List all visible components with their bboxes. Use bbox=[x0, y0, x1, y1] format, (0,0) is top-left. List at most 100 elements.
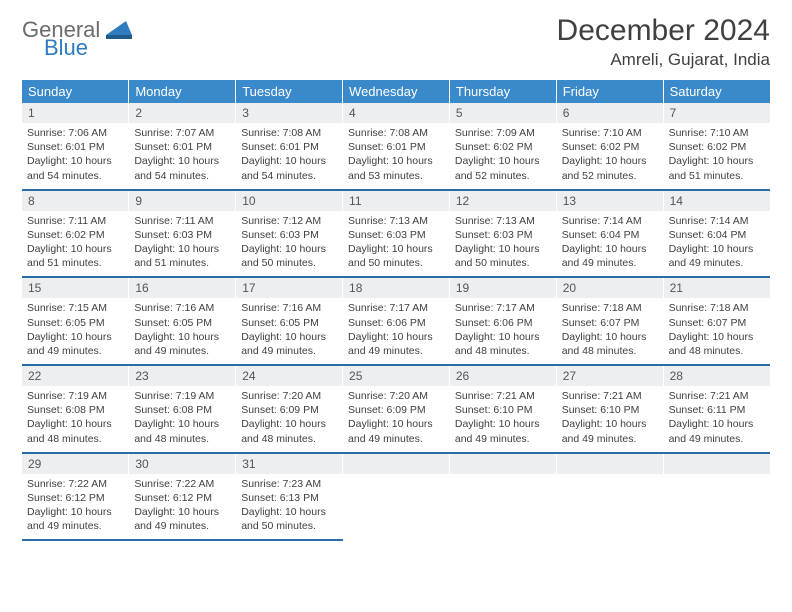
day-number: 5 bbox=[450, 103, 556, 123]
sunset-line: Sunset: 6:06 PM bbox=[455, 316, 551, 330]
sunrise-line: Sunrise: 7:06 AM bbox=[27, 126, 123, 140]
sunset-line: Sunset: 6:02 PM bbox=[562, 140, 658, 154]
day-number: 20 bbox=[557, 278, 663, 298]
sunset-line: Sunset: 6:12 PM bbox=[27, 491, 123, 505]
weekday-header-row: Sunday Monday Tuesday Wednesday Thursday… bbox=[22, 80, 770, 103]
sunrise-line: Sunrise: 7:14 AM bbox=[669, 214, 765, 228]
day-number: 25 bbox=[343, 366, 449, 386]
weekday-header: Friday bbox=[556, 80, 663, 103]
calendar-cell: 29Sunrise: 7:22 AMSunset: 6:12 PMDayligh… bbox=[22, 453, 129, 541]
day-details: Sunrise: 7:18 AMSunset: 6:07 PMDaylight:… bbox=[664, 298, 770, 364]
calendar-cell: 28Sunrise: 7:21 AMSunset: 6:11 PMDayligh… bbox=[663, 365, 770, 453]
calendar-cell bbox=[556, 453, 663, 541]
sunset-line: Sunset: 6:11 PM bbox=[669, 403, 765, 417]
day-number: 23 bbox=[129, 366, 235, 386]
day-details: Sunrise: 7:06 AMSunset: 6:01 PMDaylight:… bbox=[22, 123, 128, 189]
sunrise-line: Sunrise: 7:14 AM bbox=[562, 214, 658, 228]
sunrise-line: Sunrise: 7:23 AM bbox=[241, 477, 337, 491]
day-details: Sunrise: 7:20 AMSunset: 6:09 PMDaylight:… bbox=[236, 386, 342, 452]
daylight-line: Daylight: 10 hours and 49 minutes. bbox=[134, 505, 230, 533]
daylight-line: Daylight: 10 hours and 48 minutes. bbox=[562, 330, 658, 358]
calendar-cell: 4Sunrise: 7:08 AMSunset: 6:01 PMDaylight… bbox=[343, 103, 450, 190]
day-details: Sunrise: 7:13 AMSunset: 6:03 PMDaylight:… bbox=[343, 211, 449, 277]
day-number: 3 bbox=[236, 103, 342, 123]
sunrise-line: Sunrise: 7:16 AM bbox=[134, 301, 230, 315]
calendar-cell: 18Sunrise: 7:17 AMSunset: 6:06 PMDayligh… bbox=[343, 277, 450, 365]
sunset-line: Sunset: 6:12 PM bbox=[134, 491, 230, 505]
sunset-line: Sunset: 6:04 PM bbox=[562, 228, 658, 242]
sunrise-line: Sunrise: 7:11 AM bbox=[134, 214, 230, 228]
day-details: Sunrise: 7:11 AMSunset: 6:02 PMDaylight:… bbox=[22, 211, 128, 277]
calendar-cell: 10Sunrise: 7:12 AMSunset: 6:03 PMDayligh… bbox=[236, 190, 343, 278]
sunrise-line: Sunrise: 7:17 AM bbox=[455, 301, 551, 315]
daylight-line: Daylight: 10 hours and 48 minutes. bbox=[669, 330, 765, 358]
day-number: 16 bbox=[129, 278, 235, 298]
sunset-line: Sunset: 6:01 PM bbox=[134, 140, 230, 154]
sunset-line: Sunset: 6:01 PM bbox=[348, 140, 444, 154]
daylight-line: Daylight: 10 hours and 54 minutes. bbox=[241, 154, 337, 182]
sunset-line: Sunset: 6:02 PM bbox=[669, 140, 765, 154]
daylight-line: Daylight: 10 hours and 48 minutes. bbox=[241, 417, 337, 445]
day-details: Sunrise: 7:17 AMSunset: 6:06 PMDaylight:… bbox=[343, 298, 449, 364]
calendar-cell: 19Sunrise: 7:17 AMSunset: 6:06 PMDayligh… bbox=[449, 277, 556, 365]
day-number: 15 bbox=[22, 278, 128, 298]
day-details: Sunrise: 7:09 AMSunset: 6:02 PMDaylight:… bbox=[450, 123, 556, 189]
daylight-line: Daylight: 10 hours and 49 minutes. bbox=[669, 417, 765, 445]
daylight-line: Daylight: 10 hours and 48 minutes. bbox=[27, 417, 123, 445]
day-number: 22 bbox=[22, 366, 128, 386]
sunrise-line: Sunrise: 7:08 AM bbox=[241, 126, 337, 140]
calendar-cell: 2Sunrise: 7:07 AMSunset: 6:01 PMDaylight… bbox=[129, 103, 236, 190]
sunrise-line: Sunrise: 7:10 AM bbox=[669, 126, 765, 140]
daylight-line: Daylight: 10 hours and 50 minutes. bbox=[241, 505, 337, 533]
day-details: Sunrise: 7:21 AMSunset: 6:10 PMDaylight:… bbox=[450, 386, 556, 452]
calendar-cell: 1Sunrise: 7:06 AMSunset: 6:01 PMDaylight… bbox=[22, 103, 129, 190]
sunrise-line: Sunrise: 7:16 AM bbox=[241, 301, 337, 315]
day-number: 17 bbox=[236, 278, 342, 298]
sunrise-line: Sunrise: 7:18 AM bbox=[562, 301, 658, 315]
sunset-line: Sunset: 6:01 PM bbox=[27, 140, 123, 154]
sunrise-line: Sunrise: 7:21 AM bbox=[562, 389, 658, 403]
calendar-cell: 14Sunrise: 7:14 AMSunset: 6:04 PMDayligh… bbox=[663, 190, 770, 278]
calendar-cell: 31Sunrise: 7:23 AMSunset: 6:13 PMDayligh… bbox=[236, 453, 343, 541]
weekday-header: Tuesday bbox=[236, 80, 343, 103]
daylight-line: Daylight: 10 hours and 49 minutes. bbox=[562, 242, 658, 270]
day-details: Sunrise: 7:23 AMSunset: 6:13 PMDaylight:… bbox=[236, 474, 342, 540]
calendar-cell: 15Sunrise: 7:15 AMSunset: 6:05 PMDayligh… bbox=[22, 277, 129, 365]
day-number: 12 bbox=[450, 191, 556, 211]
sunset-line: Sunset: 6:08 PM bbox=[134, 403, 230, 417]
location: Amreli, Gujarat, India bbox=[557, 50, 770, 70]
sunrise-line: Sunrise: 7:15 AM bbox=[27, 301, 123, 315]
day-details: Sunrise: 7:13 AMSunset: 6:03 PMDaylight:… bbox=[450, 211, 556, 277]
day-number: 27 bbox=[557, 366, 663, 386]
calendar-week-row: 15Sunrise: 7:15 AMSunset: 6:05 PMDayligh… bbox=[22, 277, 770, 365]
calendar-week-row: 22Sunrise: 7:19 AMSunset: 6:08 PMDayligh… bbox=[22, 365, 770, 453]
calendar-table: Sunday Monday Tuesday Wednesday Thursday… bbox=[22, 80, 770, 541]
sunrise-line: Sunrise: 7:10 AM bbox=[562, 126, 658, 140]
daylight-line: Daylight: 10 hours and 50 minutes. bbox=[241, 242, 337, 270]
calendar-cell: 20Sunrise: 7:18 AMSunset: 6:07 PMDayligh… bbox=[556, 277, 663, 365]
calendar-cell: 16Sunrise: 7:16 AMSunset: 6:05 PMDayligh… bbox=[129, 277, 236, 365]
daylight-line: Daylight: 10 hours and 51 minutes. bbox=[27, 242, 123, 270]
header: General Blue December 2024 Amreli, Gujar… bbox=[22, 14, 770, 70]
day-number: 11 bbox=[343, 191, 449, 211]
day-details: Sunrise: 7:21 AMSunset: 6:11 PMDaylight:… bbox=[664, 386, 770, 452]
weekday-header: Saturday bbox=[663, 80, 770, 103]
calendar-cell: 30Sunrise: 7:22 AMSunset: 6:12 PMDayligh… bbox=[129, 453, 236, 541]
calendar-cell: 11Sunrise: 7:13 AMSunset: 6:03 PMDayligh… bbox=[343, 190, 450, 278]
day-number: 1 bbox=[22, 103, 128, 123]
sunrise-line: Sunrise: 7:18 AM bbox=[669, 301, 765, 315]
calendar-cell bbox=[343, 453, 450, 541]
daylight-line: Daylight: 10 hours and 52 minutes. bbox=[562, 154, 658, 182]
day-details: Sunrise: 7:15 AMSunset: 6:05 PMDaylight:… bbox=[22, 298, 128, 364]
day-details: Sunrise: 7:14 AMSunset: 6:04 PMDaylight:… bbox=[557, 211, 663, 277]
sunset-line: Sunset: 6:01 PM bbox=[241, 140, 337, 154]
daylight-line: Daylight: 10 hours and 54 minutes. bbox=[134, 154, 230, 182]
sunrise-line: Sunrise: 7:12 AM bbox=[241, 214, 337, 228]
sunset-line: Sunset: 6:05 PM bbox=[134, 316, 230, 330]
day-number: 28 bbox=[664, 366, 770, 386]
calendar-cell: 22Sunrise: 7:19 AMSunset: 6:08 PMDayligh… bbox=[22, 365, 129, 453]
sunrise-line: Sunrise: 7:07 AM bbox=[134, 126, 230, 140]
day-details: Sunrise: 7:17 AMSunset: 6:06 PMDaylight:… bbox=[450, 298, 556, 364]
sunrise-line: Sunrise: 7:13 AM bbox=[348, 214, 444, 228]
daylight-line: Daylight: 10 hours and 53 minutes. bbox=[348, 154, 444, 182]
